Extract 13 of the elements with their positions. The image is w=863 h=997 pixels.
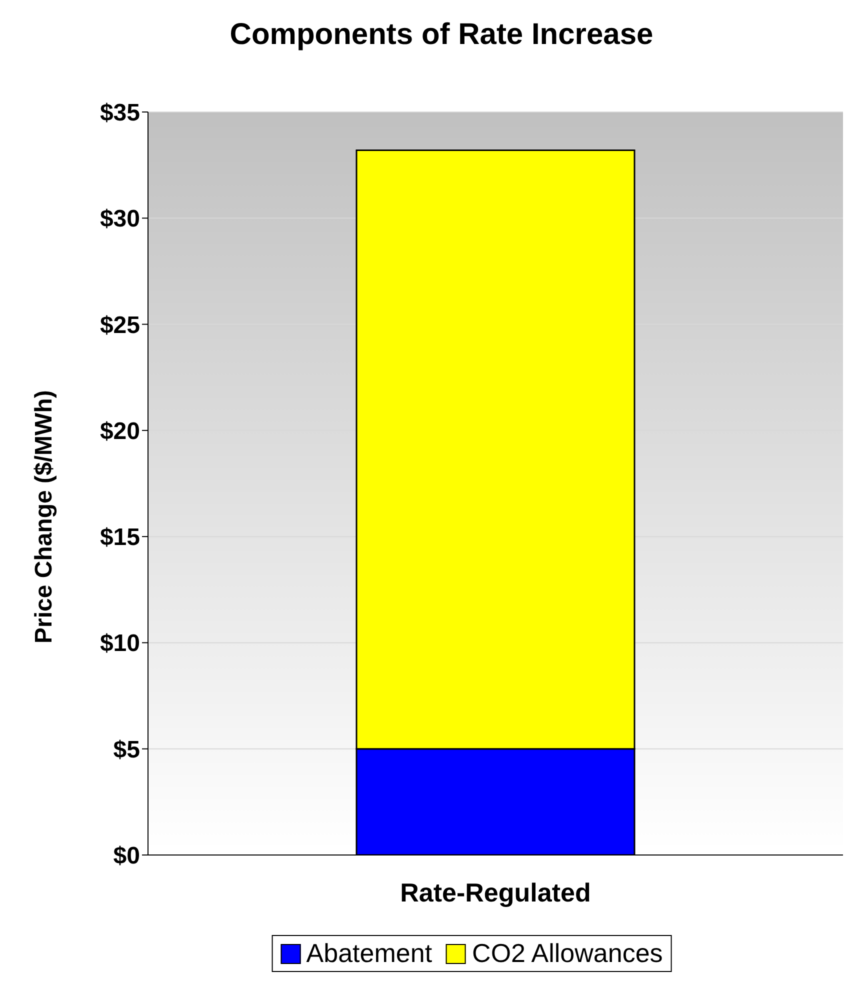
legend-label: Abatement: [306, 938, 432, 969]
y-tick-label: $5: [113, 736, 140, 764]
chart-title: Components of Rate Increase: [228, 17, 654, 52]
y-axis-title: Price Change ($/MWh): [30, 390, 58, 644]
y-tick-label: $25: [100, 312, 140, 339]
y-tick-label: $35: [100, 100, 140, 127]
y-tick-label: $30: [100, 206, 140, 233]
x-tick-label: Rate-Regulated: [400, 877, 591, 908]
y-tick-label: $0: [113, 842, 140, 870]
y-tick-label: $15: [100, 524, 140, 552]
legend-label: CO2 Allowances: [472, 938, 663, 969]
y-tick-label: $20: [100, 418, 140, 445]
y-tick-label: $10: [100, 630, 140, 658]
